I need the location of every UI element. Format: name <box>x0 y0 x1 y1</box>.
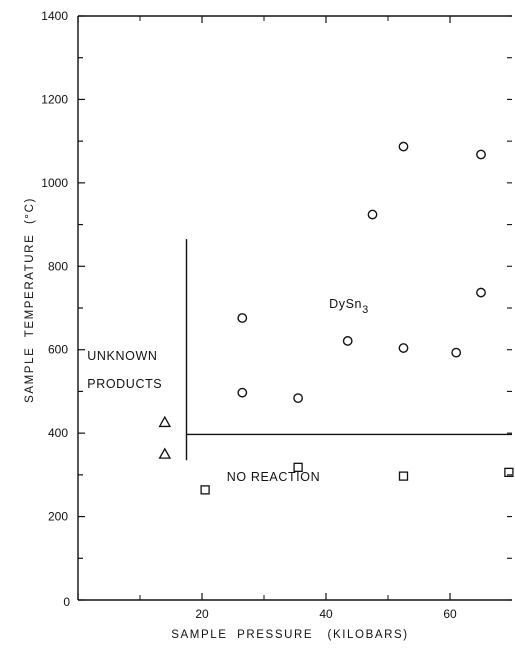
x-tick-label: 60 <box>443 607 457 621</box>
circle-point <box>451 347 462 358</box>
y-tick-label: 1200 <box>41 92 68 106</box>
x-axis-title: SAMPLE PRESSURE (KILOBARS) <box>171 629 408 641</box>
region-label: PRODUCTS <box>87 377 162 391</box>
x-tick-label: 40 <box>319 607 333 621</box>
circle-point <box>398 343 409 353</box>
square-point <box>200 485 210 495</box>
x-tick-label: 20 <box>195 607 209 621</box>
region-label: UNKNOWN <box>87 349 157 363</box>
circle-point <box>398 141 409 152</box>
data-points <box>158 141 514 495</box>
triangle-point <box>158 415 172 428</box>
square-point <box>504 467 514 478</box>
axis-ticks: 20 40 60 200 400 600 800 1000 1200 1400 0 <box>41 9 512 621</box>
region-boundaries <box>185 239 512 461</box>
circle-point <box>237 313 248 323</box>
circle-point <box>293 393 303 404</box>
y-tick-label: 200 <box>48 510 68 524</box>
plot-frame <box>77 15 512 601</box>
square-point <box>293 462 303 472</box>
region-label: NO REACTION <box>227 470 320 484</box>
y-tick-label: 1400 <box>41 9 68 23</box>
square-point <box>398 471 409 481</box>
circle-point <box>476 287 486 298</box>
region-label: DySn3 <box>329 297 369 316</box>
origin-tick-label: 0 <box>63 595 70 609</box>
chart-labels: SAMPLE PRESSURE (KILOBARS) SAMPLE TEMPER… <box>24 197 408 641</box>
y-tick-label: 400 <box>48 426 68 440</box>
y-axis-title: SAMPLE TEMPERATURE (°C) <box>24 197 36 403</box>
triangle-point <box>158 447 172 459</box>
y-tick-label: 800 <box>48 259 68 273</box>
y-tick-label: 600 <box>48 343 68 357</box>
y-tick-label: 1000 <box>41 176 68 190</box>
circle-point <box>237 387 248 398</box>
circle-point <box>342 336 353 346</box>
circle-point <box>367 209 378 220</box>
circle-point <box>476 149 486 160</box>
